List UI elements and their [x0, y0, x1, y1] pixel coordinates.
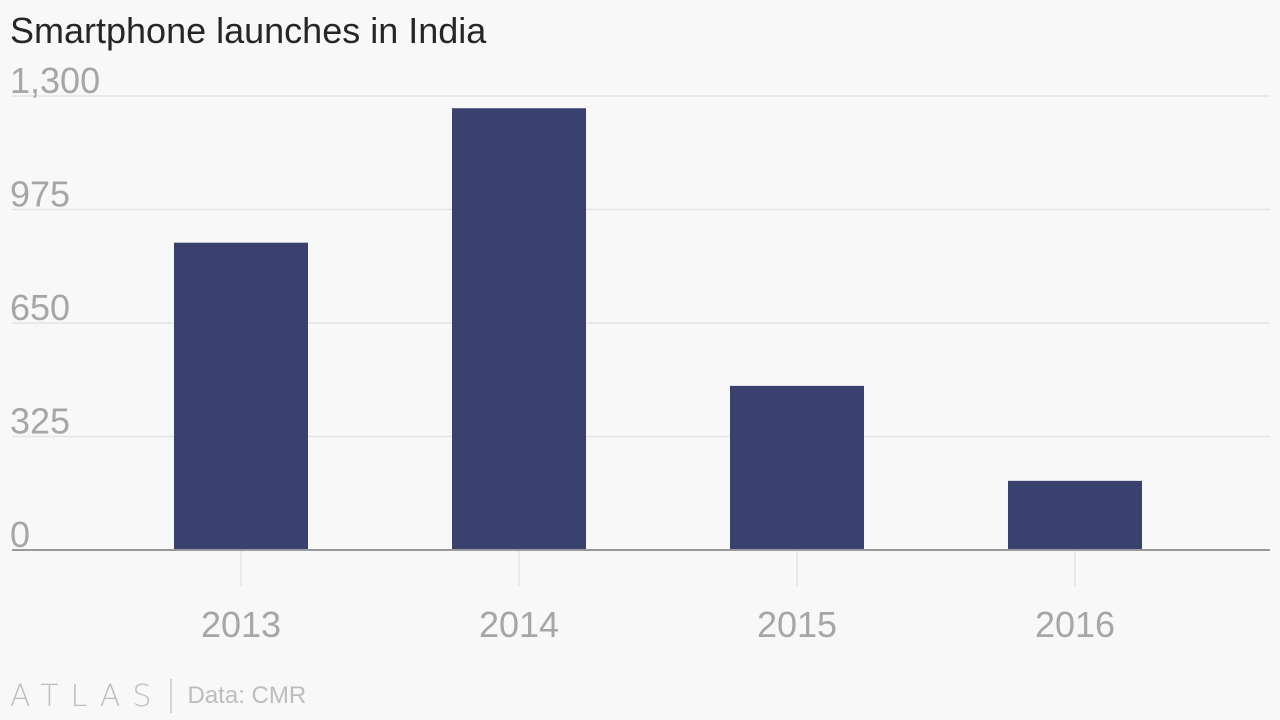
bar-2015: [730, 385, 864, 550]
chart-title: Smartphone launches in India: [10, 10, 487, 51]
y-tick-label: 975: [10, 174, 70, 215]
y-tick-label: 650: [10, 287, 70, 328]
atlas-logo: ATLAS: [10, 678, 164, 714]
bar-2016: [1008, 480, 1142, 550]
data-source: Data: CMR: [187, 682, 307, 709]
y-axis-tick-labels: 0 325 650 975 1,300: [10, 60, 100, 555]
bar-2013: [174, 242, 308, 550]
bar-2014: [452, 108, 586, 550]
x-axis: 2013 2014 2015 2016: [12, 549, 1270, 645]
bars: [174, 108, 1142, 550]
y-tick-label: 0: [10, 514, 30, 555]
y-tick-label: 1,300: [10, 60, 100, 101]
x-tick-label: 2013: [201, 604, 281, 645]
x-tick-label: 2014: [479, 604, 559, 645]
y-tick-label: 325: [10, 401, 70, 442]
footer-divider: [169, 679, 172, 713]
x-tick-label: 2016: [1035, 604, 1115, 645]
chart-footer: ATLAS Data: CMR: [10, 678, 306, 714]
x-tick-label: 2015: [757, 604, 837, 645]
